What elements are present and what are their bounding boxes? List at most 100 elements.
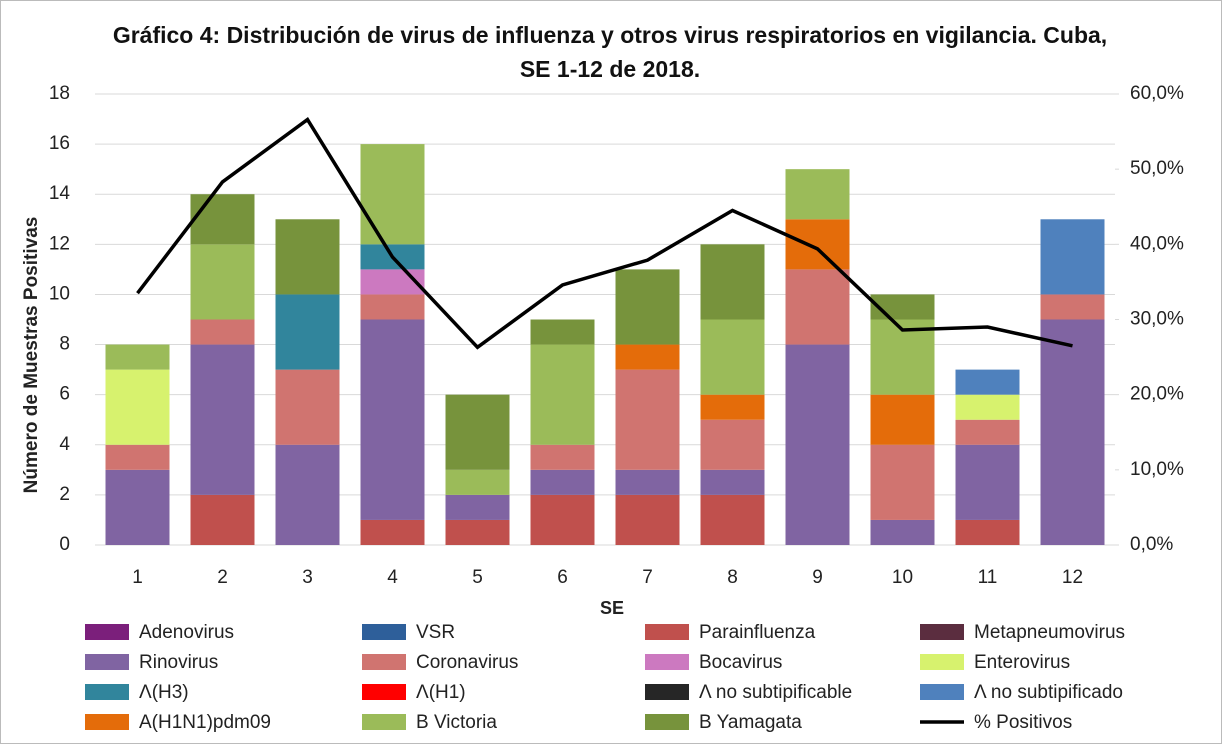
y-tick-label: 6 <box>59 384 70 405</box>
bar-segment <box>870 319 935 395</box>
bar-segment <box>275 444 340 545</box>
y-tick-label: 14 <box>49 183 71 204</box>
legend-swatch <box>645 684 689 700</box>
legend-label: B Victoria <box>416 712 497 733</box>
y2-tick-label: 60,0% <box>1130 83 1184 104</box>
legend-label: Λ(H3) <box>139 682 189 703</box>
bar-segment <box>615 494 680 545</box>
bar-segment <box>445 469 510 495</box>
line <box>136 117 1073 350</box>
x-tick-label: 9 <box>812 567 823 588</box>
y-tick-label: 16 <box>49 133 70 154</box>
legend-swatch <box>645 714 689 730</box>
bar-segment <box>105 469 170 545</box>
bar-segment <box>785 219 850 270</box>
bar-segment <box>190 319 255 345</box>
legend-swatch <box>645 624 689 640</box>
bar-segment <box>785 169 850 220</box>
y-tick-label: 0 <box>59 534 70 555</box>
bar-segment <box>955 394 1020 420</box>
bar-segment <box>275 219 340 295</box>
bar-segment <box>700 244 765 320</box>
x-tick-label: 7 <box>642 567 653 588</box>
bar-segment <box>870 394 935 445</box>
legend-label: % Positivos <box>974 712 1072 733</box>
x-tick-label: 2 <box>217 567 228 588</box>
bar-segment <box>870 519 935 545</box>
y-tick-label: 2 <box>59 484 70 505</box>
bar-segment <box>530 444 595 470</box>
bar-segment <box>955 419 1020 445</box>
legend-label: Rinovirus <box>139 652 218 673</box>
x-tick-label: 6 <box>557 567 568 588</box>
x-axis-label: SE <box>600 598 624 618</box>
legend-swatch <box>85 624 129 640</box>
bar-segment <box>700 319 765 395</box>
x-tick-label: 11 <box>978 567 998 588</box>
legend-swatch <box>85 684 129 700</box>
bar-segment <box>785 269 850 345</box>
legend-swatch <box>362 654 406 670</box>
y-tick-label: 4 <box>59 434 70 455</box>
legend-swatch <box>645 654 689 670</box>
bar-segment <box>360 294 425 320</box>
bar-segment <box>955 444 1020 520</box>
legend-swatch <box>920 624 964 640</box>
legend-label: Metapneumovirus <box>974 622 1125 643</box>
bar-segment <box>615 344 680 370</box>
bar-segment <box>1040 219 1105 295</box>
bar-segment <box>530 344 595 445</box>
bar-segment <box>360 519 425 545</box>
bar-segment <box>105 369 170 445</box>
legend-label: B Yamagata <box>699 712 802 733</box>
x-tick-label: 10 <box>892 567 913 588</box>
bar-segment <box>1040 319 1105 545</box>
bar-segment <box>445 394 510 470</box>
bar-segment <box>700 419 765 470</box>
legend-swatch <box>362 684 406 700</box>
legend-label: Adenovirus <box>139 622 234 643</box>
bar-segment <box>275 294 340 370</box>
x-tick-label: 5 <box>472 567 483 588</box>
legend-swatch <box>85 654 129 670</box>
bar-segment <box>870 294 935 320</box>
legend-swatch <box>920 654 964 670</box>
y-axis-label: Número de Muestras Positivas <box>21 217 42 494</box>
legend-label: A(H1N1)pdm09 <box>139 712 271 733</box>
y-tick-label: 10 <box>49 283 70 304</box>
bar-segment <box>1040 294 1105 320</box>
bar-segment <box>530 469 595 495</box>
legend-label: Enterovirus <box>974 652 1070 673</box>
legend-label: Parainfluenza <box>699 622 816 643</box>
legend-label: Bocavirus <box>699 652 782 673</box>
bar-segment <box>700 494 765 545</box>
bar-segment <box>105 344 170 370</box>
legend-swatch <box>920 684 964 700</box>
legend-label: Λ(H1) <box>416 682 466 703</box>
bar-segment <box>190 194 255 245</box>
bar-segment <box>190 244 255 320</box>
bar-segment <box>955 369 1020 395</box>
x-tick-label: 3 <box>302 567 313 588</box>
bar-segment <box>615 469 680 495</box>
y2-tick-label: 10,0% <box>1130 459 1184 480</box>
bar-segment <box>190 494 255 545</box>
bar-segment <box>530 319 595 345</box>
legend-swatch <box>362 624 406 640</box>
y-tick-label: 12 <box>49 233 70 254</box>
legend-label: VSR <box>416 622 455 643</box>
y2-tick-label: 0,0% <box>1130 534 1173 555</box>
legend-label: Λ no subtipificable <box>699 682 852 703</box>
bar-segment <box>445 519 510 545</box>
x-tick-label: 8 <box>727 567 738 588</box>
y2-tick-label: 50,0% <box>1130 158 1184 179</box>
y2-tick-label: 40,0% <box>1130 233 1184 254</box>
legend-label: Coronavirus <box>416 652 518 673</box>
bar-segment <box>700 469 765 495</box>
legend-swatch <box>85 714 129 730</box>
bar-segment <box>275 369 340 445</box>
y-tick-label: 8 <box>59 334 70 355</box>
legend-swatch <box>362 714 406 730</box>
bar-segment <box>445 494 510 520</box>
